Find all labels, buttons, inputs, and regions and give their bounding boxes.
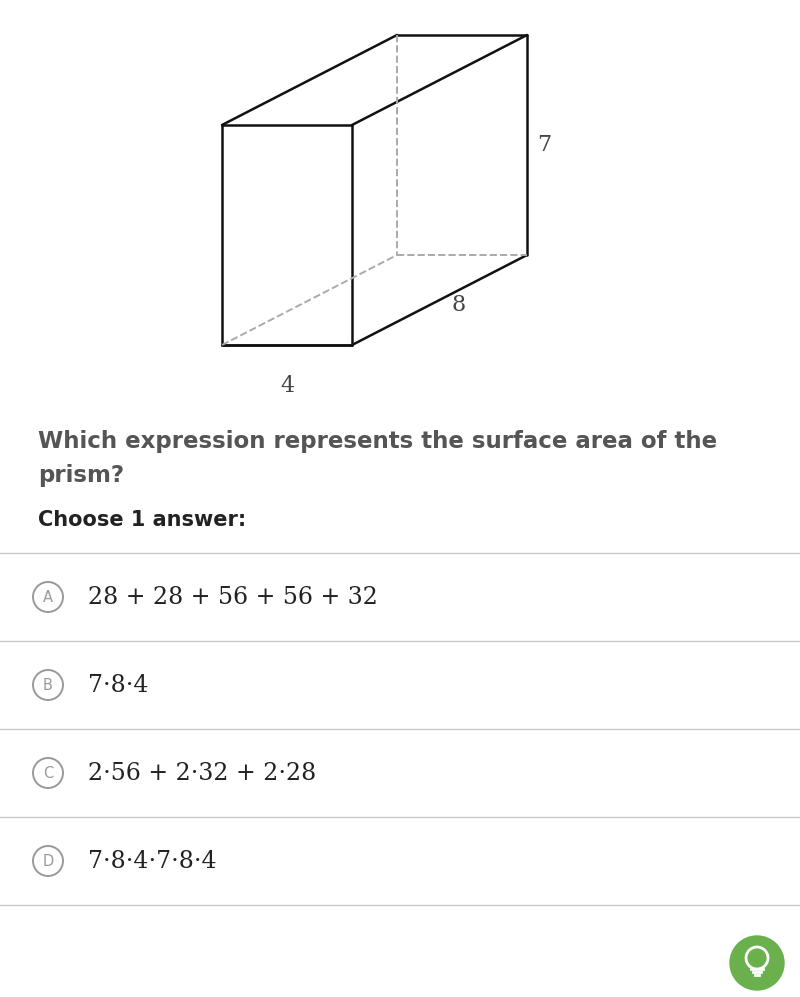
Text: Choose 1 answer:: Choose 1 answer:	[38, 510, 246, 530]
Text: 4: 4	[280, 375, 294, 397]
Text: D: D	[42, 853, 54, 868]
Text: Which expression represents the surface area of the: Which expression represents the surface …	[38, 430, 717, 453]
Text: B: B	[43, 678, 53, 693]
Text: C: C	[43, 766, 53, 781]
Text: 2·56 + 2·32 + 2·28: 2·56 + 2·32 + 2·28	[88, 762, 316, 785]
Text: 7·8·4·7·8·4: 7·8·4·7·8·4	[88, 849, 217, 872]
Text: prism?: prism?	[38, 464, 124, 487]
Text: 28 + 28 + 56 + 56 + 32: 28 + 28 + 56 + 56 + 32	[88, 585, 378, 608]
Text: 7: 7	[537, 134, 551, 156]
Text: A: A	[43, 589, 53, 604]
Circle shape	[730, 936, 784, 990]
Text: 8: 8	[451, 294, 466, 316]
Text: 7·8·4: 7·8·4	[88, 674, 149, 697]
